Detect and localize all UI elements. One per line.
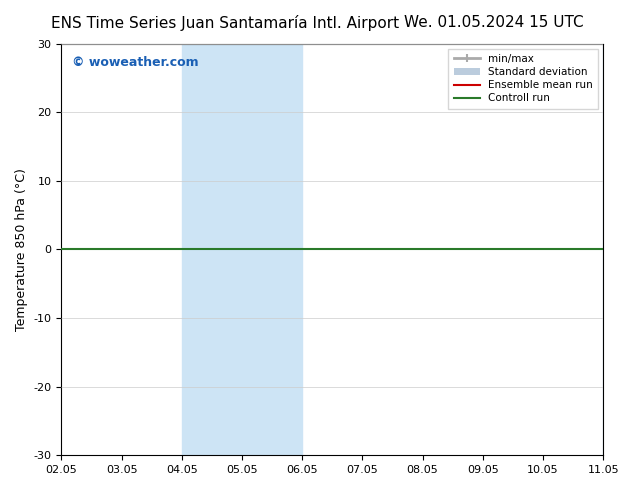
Y-axis label: Temperature 850 hPa (°C): Temperature 850 hPa (°C) (15, 168, 28, 331)
Legend: min/max, Standard deviation, Ensemble mean run, Controll run: min/max, Standard deviation, Ensemble me… (448, 49, 598, 108)
Text: We. 01.05.2024 15 UTC: We. 01.05.2024 15 UTC (404, 15, 583, 30)
Bar (182, 44, 302, 455)
Text: © woweather.com: © woweather.com (72, 56, 199, 69)
Text: ENS Time Series Juan Santamaría Intl. Airport: ENS Time Series Juan Santamaría Intl. Ai… (51, 15, 399, 31)
Bar (603, 44, 634, 455)
